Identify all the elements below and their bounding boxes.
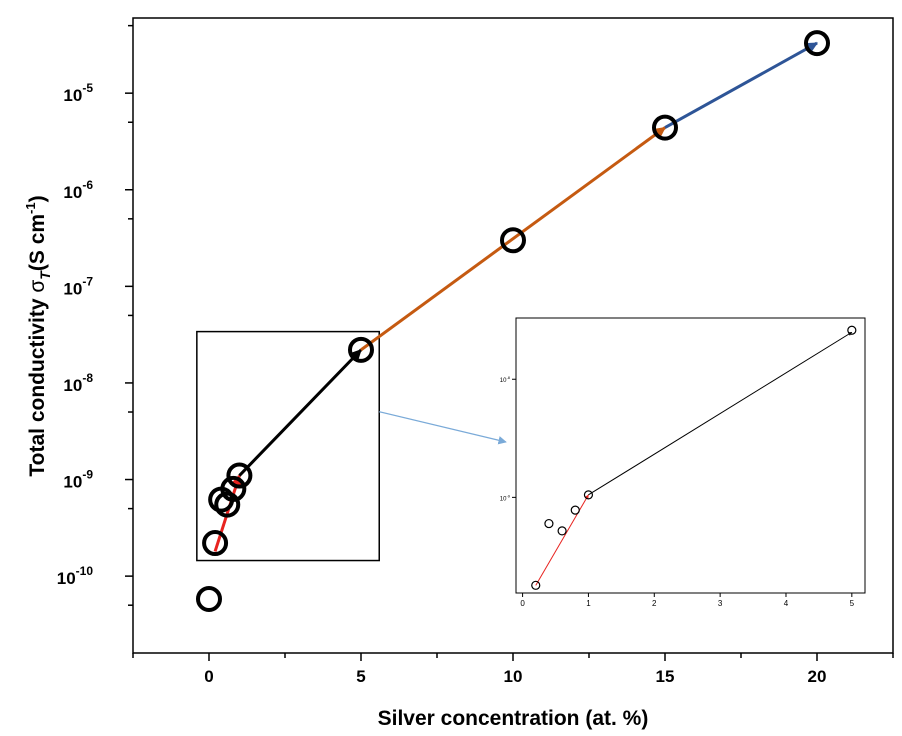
- inset-y-tick-label: 10-9: [500, 493, 511, 502]
- y-tick-base: 10: [63, 279, 82, 298]
- trend-arrow: [664, 41, 819, 129]
- inset-data-points: [531, 325, 857, 590]
- trend-arrow: [238, 348, 363, 477]
- inset-x-ticks: 0 1 2 3 4 5: [520, 593, 855, 608]
- y-axis-title: Total conductivity σT(S cm-1): [23, 195, 53, 476]
- inset-data-point: [570, 505, 580, 515]
- inset-y-tick-base: 10: [500, 496, 507, 502]
- inset-y-ticks: 10-910-8: [500, 375, 516, 502]
- inset-x-tick-label: 4: [784, 599, 789, 608]
- data-point: [196, 585, 222, 612]
- y-axis-title-main: Total conductivity: [26, 293, 49, 477]
- data-point: [214, 491, 241, 518]
- inset-data-point: [847, 325, 857, 335]
- x-tick-label: 15: [656, 667, 675, 686]
- data-point: [202, 530, 229, 557]
- zoom-connector-arrow: [379, 411, 507, 445]
- x-tick-label: 5: [356, 667, 365, 686]
- y-axis-title-units-sup: -1: [23, 202, 38, 214]
- inset-y-tick-label: 10-8: [500, 375, 511, 384]
- inset-data-point: [583, 490, 594, 500]
- y-tick-label: 10-5: [63, 81, 93, 105]
- x-axis-ticks: 0 5 10 15 20: [132, 653, 894, 686]
- y-tick-base: 10: [63, 86, 82, 105]
- y-tick-exponent: -6: [82, 178, 93, 192]
- data-point: [804, 30, 830, 57]
- y-axis-title-units-open: (S cm: [26, 214, 49, 271]
- y-tick-exponent: -8: [82, 371, 93, 385]
- y-axis-title-sigma: σ: [26, 280, 49, 293]
- y-tick-base: 10: [63, 376, 82, 395]
- inset-trend-arrow: [588, 331, 853, 496]
- inset-data-point: [544, 518, 554, 529]
- y-tick-base: 10: [63, 473, 82, 492]
- inset-data-point: [531, 580, 541, 590]
- y-tick-exponent: -5: [82, 81, 93, 95]
- trend-arrow: [213, 474, 242, 552]
- data-point: [500, 227, 526, 254]
- inset-x-tick-label: 5: [850, 599, 855, 608]
- inset-data-point: [557, 526, 567, 536]
- data-point: [226, 462, 253, 489]
- trend-arrows: [213, 41, 819, 552]
- x-tick-label: 0: [204, 667, 213, 686]
- y-tick-label: 10-10: [57, 564, 94, 588]
- y-axis-title-units-close: ): [26, 195, 49, 202]
- inset-x-tick-label: 3: [718, 599, 723, 608]
- inset-x-tick-label: 0: [520, 599, 525, 608]
- x-axis-title: Silver concentration (at. %): [378, 707, 649, 730]
- data-point: [652, 114, 678, 141]
- y-tick-label: 10-6: [63, 178, 93, 202]
- y-tick-base: 10: [63, 183, 82, 202]
- y-tick-exponent: -9: [82, 468, 93, 482]
- inset-x-tick-label: 1: [586, 599, 591, 608]
- y-tick-exponent: -10: [76, 564, 94, 578]
- inset-frame: [515, 317, 866, 594]
- inset-y-tick-exponent: -9: [506, 493, 510, 498]
- y-axis-title-sub: T: [37, 270, 53, 280]
- y-tick-label: 10-9: [63, 468, 93, 492]
- x-tick-label: 20: [808, 667, 827, 686]
- y-tick-base: 10: [57, 569, 76, 588]
- y-tick-label: 10-8: [63, 371, 93, 395]
- inset-y-tick-base: 10: [500, 378, 507, 384]
- y-tick-exponent: -7: [82, 274, 93, 288]
- data-point: [220, 475, 247, 502]
- zoom-box: [196, 330, 380, 562]
- trend-arrow: [360, 126, 666, 352]
- inset-y-tick-exponent: -8: [506, 375, 510, 380]
- x-tick-label: 10: [504, 667, 523, 686]
- data-point: [348, 336, 374, 363]
- inset-x-tick-label: 2: [652, 599, 657, 608]
- data-points: [196, 30, 830, 612]
- y-tick-label: 10-7: [63, 274, 93, 298]
